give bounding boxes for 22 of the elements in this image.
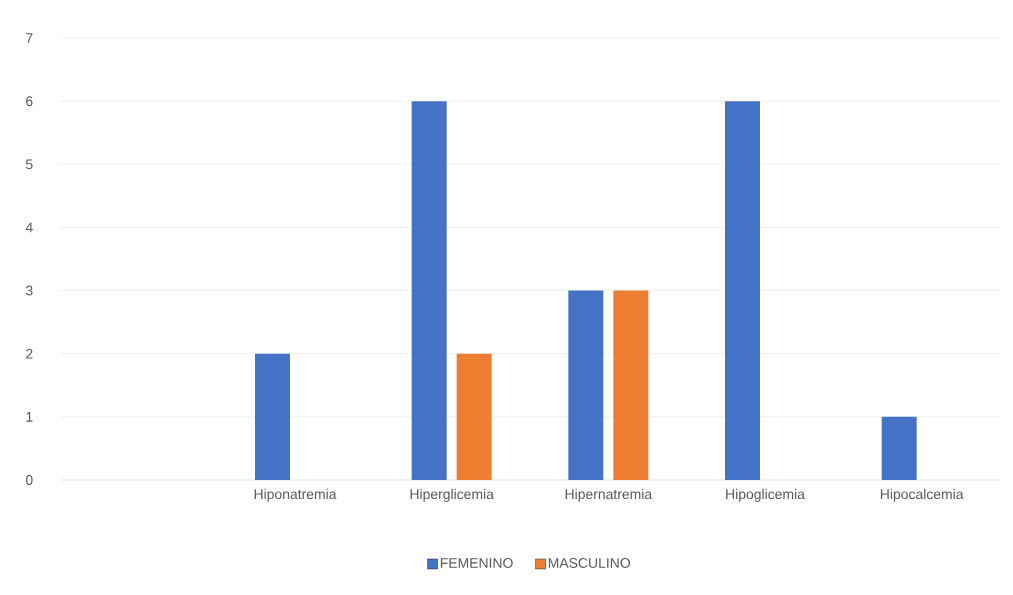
x-tick-label: Hiperglicemia — [410, 488, 494, 502]
bar — [456, 353, 492, 480]
bar — [881, 416, 917, 480]
bar — [411, 101, 447, 480]
x-tick-label: Hipoglicemia — [726, 488, 805, 502]
bar — [613, 290, 649, 480]
y-tick-label: 1 — [26, 412, 33, 422]
y-tick-label: 2 — [26, 348, 33, 359]
legend-label: FEMENINO — [440, 558, 513, 568]
bar — [255, 353, 290, 480]
legend-label: MASCULINO — [548, 558, 630, 568]
x-tick-label: Hiponatremia — [254, 488, 337, 502]
x-tick-label: Hipocalcemia — [880, 488, 964, 502]
y-tick-label: 3 — [25, 285, 33, 296]
y-tick-label: 7 — [26, 33, 33, 43]
bar — [725, 101, 761, 480]
x-tick-label: Hipernatremia — [565, 488, 653, 502]
y-tick-label: 0 — [25, 475, 33, 485]
y-tick-label: 5 — [25, 159, 33, 170]
y-tick-label: 6 — [26, 96, 33, 107]
y-tick-label: 4 — [25, 222, 33, 233]
bar — [568, 290, 604, 480]
